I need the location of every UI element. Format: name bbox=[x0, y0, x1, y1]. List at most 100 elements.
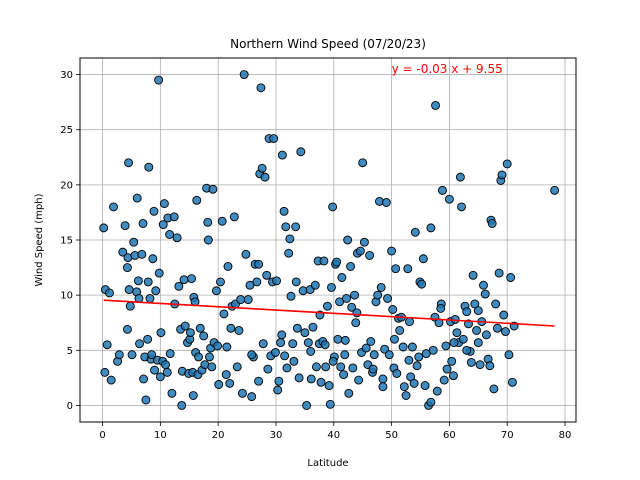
data-point bbox=[292, 323, 302, 333]
data-point bbox=[388, 305, 398, 314]
x-tick-label: 10 bbox=[154, 430, 167, 441]
y-tick-label: 25 bbox=[60, 125, 73, 136]
data-point bbox=[135, 339, 144, 349]
data-point bbox=[149, 206, 159, 216]
data-point bbox=[462, 307, 472, 317]
x-tick-label: 60 bbox=[443, 430, 456, 441]
data-point bbox=[223, 262, 233, 271]
data-point bbox=[252, 277, 262, 287]
data-point bbox=[502, 159, 512, 169]
data-point bbox=[118, 247, 128, 257]
data-point bbox=[211, 286, 221, 296]
data-point bbox=[274, 376, 284, 386]
data-point bbox=[350, 290, 360, 300]
data-point bbox=[277, 150, 287, 160]
data-point bbox=[414, 352, 424, 362]
data-point bbox=[340, 350, 350, 360]
data-point bbox=[172, 233, 182, 243]
data-point bbox=[311, 362, 321, 372]
data-point bbox=[161, 360, 171, 370]
data-point bbox=[236, 295, 246, 305]
data-point bbox=[395, 325, 405, 335]
data-point bbox=[398, 342, 408, 352]
data-point bbox=[221, 370, 231, 380]
data-point bbox=[321, 362, 331, 372]
data-point bbox=[226, 323, 236, 333]
data-point bbox=[148, 254, 158, 264]
data-point bbox=[302, 401, 312, 410]
data-point bbox=[308, 322, 318, 332]
data-point bbox=[458, 334, 468, 344]
data-point bbox=[550, 185, 560, 195]
data-point bbox=[392, 369, 402, 378]
data-point bbox=[431, 100, 440, 110]
data-point bbox=[279, 206, 289, 216]
data-point bbox=[403, 264, 413, 274]
data-point bbox=[332, 257, 342, 267]
data-point bbox=[214, 380, 224, 389]
data-point bbox=[241, 249, 251, 259]
data-point bbox=[243, 295, 253, 305]
data-point bbox=[333, 334, 343, 344]
data-point bbox=[219, 309, 229, 319]
data-point bbox=[232, 362, 242, 372]
data-point bbox=[473, 338, 483, 348]
data-point bbox=[442, 364, 452, 374]
data-point bbox=[390, 334, 399, 344]
data-point bbox=[487, 219, 497, 228]
data-point bbox=[256, 83, 266, 93]
data-point bbox=[137, 249, 147, 259]
regression-line-segment bbox=[103, 299, 555, 327]
data-point bbox=[376, 282, 386, 292]
data-point bbox=[378, 374, 388, 384]
data-point bbox=[217, 216, 227, 226]
data-point bbox=[296, 147, 306, 157]
y-tick-label: 30 bbox=[60, 70, 73, 81]
data-point bbox=[354, 375, 364, 385]
data-point bbox=[494, 268, 504, 278]
data-point bbox=[145, 294, 155, 303]
data-point bbox=[343, 235, 353, 245]
data-point bbox=[501, 327, 510, 337]
data-point bbox=[239, 70, 249, 79]
data-point bbox=[384, 350, 394, 360]
data-point bbox=[150, 365, 160, 375]
y-axis-ticks: 0 5 10 15 20 25 30 bbox=[60, 70, 80, 412]
x-tick-label: 30 bbox=[270, 430, 283, 441]
data-point bbox=[428, 345, 438, 355]
data-point bbox=[187, 274, 197, 284]
data-point bbox=[468, 270, 478, 280]
data-point bbox=[320, 340, 330, 350]
data-point bbox=[109, 202, 118, 212]
data-point bbox=[491, 299, 501, 309]
data-point bbox=[133, 276, 143, 286]
y-tick-label: 20 bbox=[60, 180, 73, 191]
data-point bbox=[365, 250, 375, 260]
data-point bbox=[310, 280, 320, 290]
data-point bbox=[225, 378, 235, 388]
data-point bbox=[447, 356, 457, 366]
data-point bbox=[405, 317, 414, 327]
data-point bbox=[154, 75, 164, 85]
data-point bbox=[143, 277, 153, 287]
data-point bbox=[270, 348, 280, 357]
data-point bbox=[340, 335, 350, 345]
data-point bbox=[195, 323, 205, 333]
data-point bbox=[120, 221, 130, 231]
y-tick-label: 15 bbox=[60, 236, 73, 247]
data-point bbox=[122, 263, 132, 273]
data-point bbox=[418, 254, 428, 264]
data-point bbox=[254, 259, 264, 269]
data-point bbox=[229, 212, 239, 222]
data-point bbox=[129, 237, 139, 247]
data-point bbox=[420, 381, 430, 391]
data-point bbox=[156, 328, 166, 338]
data-point bbox=[492, 323, 502, 333]
data-point bbox=[154, 268, 164, 278]
data-point bbox=[124, 158, 134, 168]
data-point bbox=[455, 172, 465, 182]
data-point bbox=[457, 202, 466, 212]
data-point bbox=[205, 352, 214, 362]
data-point bbox=[222, 342, 232, 352]
data-point bbox=[281, 222, 291, 232]
